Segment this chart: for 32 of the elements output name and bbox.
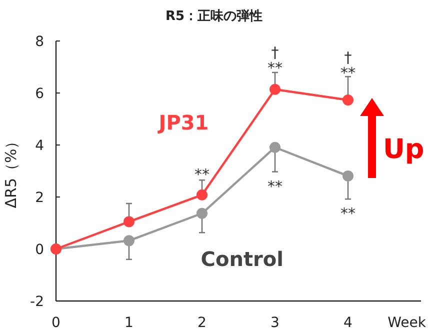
series-label: JP31 xyxy=(156,110,209,135)
y-axis-title: ΔR5（%） xyxy=(2,134,20,208)
y-tick-label: 4 xyxy=(35,138,44,154)
y-tick-label: 6 xyxy=(35,86,44,102)
point xyxy=(124,216,134,228)
annotation: ** xyxy=(268,59,283,77)
point xyxy=(342,170,354,182)
series-label: Control xyxy=(200,247,284,272)
y-tick-label: 8 xyxy=(35,34,44,50)
x-tick-label: 2 xyxy=(198,315,206,331)
annotation: ** xyxy=(268,177,283,196)
chart-title: R5：正味の弾性 xyxy=(165,9,263,24)
annotation: Up xyxy=(383,134,424,165)
point xyxy=(196,208,208,219)
point xyxy=(270,142,280,153)
point xyxy=(270,84,280,95)
point xyxy=(196,189,208,200)
y-tick-label: -2 xyxy=(30,294,44,310)
y-tick-label: 0 xyxy=(35,242,44,258)
x-tick-label: 3 xyxy=(270,315,280,331)
annotation: ** xyxy=(340,204,356,223)
annotation: † xyxy=(344,48,352,67)
x-axis-title: Week xyxy=(388,315,427,331)
y-tick-label: 2 xyxy=(35,190,44,206)
annotation: ** xyxy=(340,64,356,82)
x-tick-label: 0 xyxy=(52,315,60,331)
x-tick-label: 1 xyxy=(124,315,134,331)
annotation: † xyxy=(271,43,280,62)
annotation: ** xyxy=(194,166,210,184)
x-tick-label: 4 xyxy=(344,315,353,331)
point xyxy=(342,94,354,106)
point xyxy=(124,235,134,246)
